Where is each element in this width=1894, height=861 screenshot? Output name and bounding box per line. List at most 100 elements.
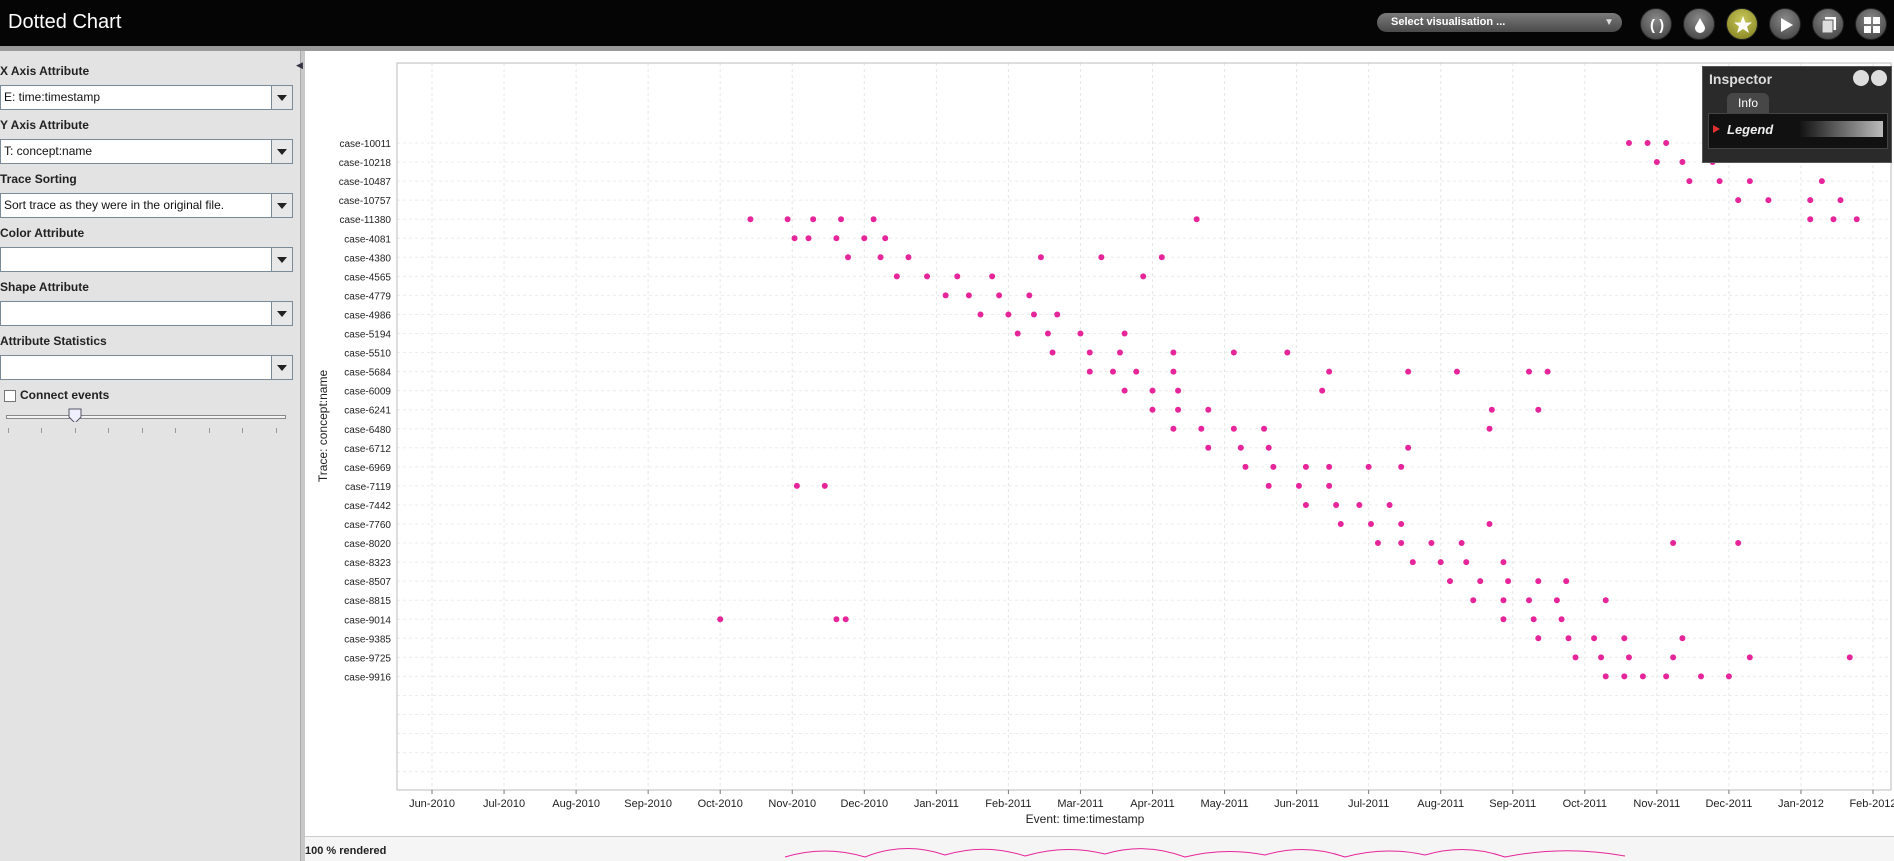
event-dot[interactable]: [1553, 597, 1560, 604]
event-dot[interactable]: [1356, 501, 1363, 508]
event-dot[interactable]: [1735, 540, 1742, 547]
event-dot[interactable]: [1735, 197, 1742, 204]
event-dot[interactable]: [1500, 616, 1507, 623]
event-dot[interactable]: [1458, 540, 1465, 547]
event-dot[interactable]: [965, 292, 972, 299]
detach-icon[interactable]: [1871, 70, 1887, 86]
event-dot[interactable]: [1158, 254, 1165, 261]
parentheses-button[interactable]: ( ): [1640, 8, 1672, 40]
event-dot[interactable]: [1405, 368, 1412, 375]
event-dot[interactable]: [1284, 349, 1291, 356]
event-dot[interactable]: [1572, 654, 1579, 661]
event-dot[interactable]: [1326, 482, 1333, 489]
event-dot[interactable]: [1326, 368, 1333, 375]
grid-button[interactable]: [1855, 8, 1887, 40]
event-dot[interactable]: [1716, 178, 1723, 185]
expand-triangle-icon[interactable]: [1713, 125, 1720, 133]
event-dot[interactable]: [1230, 425, 1237, 432]
event-dot[interactable]: [1679, 635, 1686, 642]
collapse-arrow-icon[interactable]: ◀: [296, 60, 303, 70]
event-dot[interactable]: [1544, 368, 1551, 375]
event-dot[interactable]: [1853, 216, 1860, 223]
event-dot[interactable]: [1602, 597, 1609, 604]
event-dot[interactable]: [1486, 521, 1493, 527]
event-dot[interactable]: [1765, 197, 1772, 204]
event-dot[interactable]: [842, 616, 849, 623]
event-dot[interactable]: [1140, 273, 1147, 280]
connect-events-checkbox[interactable]: [4, 390, 16, 402]
event-dot[interactable]: [1086, 368, 1093, 375]
event-dot[interactable]: [838, 216, 845, 223]
chevron-down-icon[interactable]: [271, 356, 292, 379]
event-dot[interactable]: [1386, 501, 1393, 508]
event-dot[interactable]: [1428, 540, 1435, 547]
event-dot[interactable]: [1477, 578, 1484, 585]
event-dot[interactable]: [1242, 463, 1249, 470]
chevron-down-icon[interactable]: [271, 248, 292, 271]
event-dot[interactable]: [1591, 635, 1598, 642]
event-dot[interactable]: [1198, 425, 1205, 432]
event-dot[interactable]: [1535, 635, 1542, 642]
event-dot[interactable]: [845, 254, 852, 261]
event-dot[interactable]: [1535, 578, 1542, 585]
copy-button[interactable]: [1812, 8, 1844, 40]
event-dot[interactable]: [977, 311, 984, 318]
event-dot[interactable]: [942, 292, 949, 299]
event-dot[interactable]: [1639, 673, 1646, 680]
event-dot[interactable]: [1175, 406, 1182, 413]
event-dot[interactable]: [1488, 406, 1495, 413]
attribute-statistics-combo[interactable]: [0, 355, 293, 380]
event-dot[interactable]: [1563, 578, 1570, 585]
event-dot[interactable]: [1237, 444, 1244, 451]
event-dot[interactable]: [1437, 559, 1444, 566]
chevron-down-icon[interactable]: [271, 302, 292, 325]
event-dot[interactable]: [1846, 654, 1853, 661]
event-dot[interactable]: [784, 216, 791, 223]
overview-sparkline[interactable]: [305, 837, 1894, 861]
star-button[interactable]: [1726, 8, 1758, 40]
event-dot[interactable]: [1026, 292, 1033, 299]
event-dot[interactable]: [870, 216, 877, 223]
event-dot[interactable]: [821, 482, 828, 489]
event-dot[interactable]: [1818, 178, 1825, 185]
event-dot[interactable]: [1526, 368, 1533, 375]
x-axis-combo[interactable]: E: time:timestamp: [0, 85, 293, 110]
event-dot[interactable]: [1265, 482, 1272, 489]
event-dot[interactable]: [1205, 406, 1212, 413]
event-dot[interactable]: [1486, 425, 1493, 432]
event-dot[interactable]: [1175, 387, 1182, 394]
event-dot[interactable]: [1133, 368, 1140, 375]
event-dot[interactable]: [1453, 368, 1460, 375]
event-dot[interactable]: [1005, 311, 1012, 318]
event-dot[interactable]: [1470, 597, 1477, 604]
slider-thumb[interactable]: [68, 408, 82, 422]
event-dot[interactable]: [1500, 597, 1507, 604]
event-dot[interactable]: [1530, 616, 1537, 623]
event-dot[interactable]: [1598, 654, 1605, 661]
event-dot[interactable]: [1302, 463, 1309, 470]
event-dot[interactable]: [861, 235, 868, 242]
event-dot[interactable]: [954, 273, 961, 280]
event-dot[interactable]: [1398, 521, 1405, 527]
event-dot[interactable]: [1625, 140, 1632, 146]
event-dot[interactable]: [805, 235, 812, 242]
event-dot[interactable]: [1149, 406, 1156, 413]
event-dot[interactable]: [1535, 406, 1542, 413]
event-dot[interactable]: [1602, 673, 1609, 680]
event-dot[interactable]: [1319, 387, 1326, 394]
event-dot[interactable]: [1333, 501, 1340, 508]
event-dot[interactable]: [1054, 311, 1061, 318]
event-dot[interactable]: [1837, 197, 1844, 204]
event-dot[interactable]: [882, 235, 889, 242]
event-dot[interactable]: [1116, 349, 1123, 356]
event-dot[interactable]: [1326, 463, 1333, 470]
chevron-down-icon[interactable]: [271, 86, 292, 109]
event-dot[interactable]: [1625, 654, 1632, 661]
size-slider[interactable]: [6, 415, 286, 419]
event-dot[interactable]: [1037, 254, 1044, 261]
y-axis-combo[interactable]: T: concept:name: [0, 139, 293, 164]
event-dot[interactable]: [1621, 635, 1628, 642]
drop-button[interactable]: [1683, 8, 1715, 40]
event-dot[interactable]: [1270, 463, 1277, 470]
event-dot[interactable]: [1365, 463, 1372, 470]
